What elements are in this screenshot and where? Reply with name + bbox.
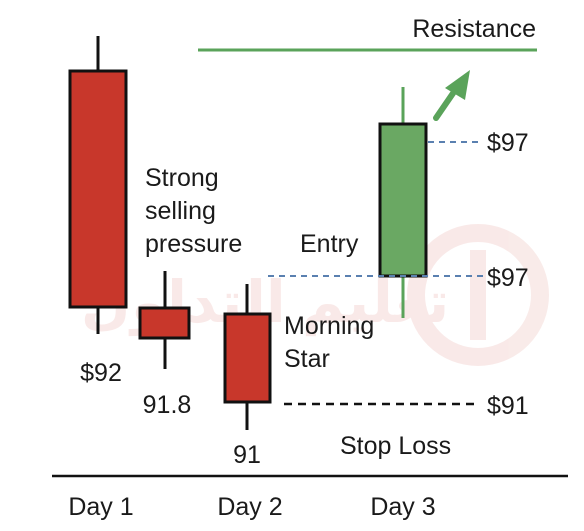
candle-day1-big-label: $92	[80, 359, 122, 387]
candle-body	[138, 306, 191, 340]
note-line: Strong	[145, 164, 219, 192]
candle-day2-label: 91	[233, 441, 261, 469]
candle-day1-big	[68, 36, 128, 334]
entry-label: Entry	[300, 230, 359, 258]
note-strong-selling-pressure: Strong selling pressure	[145, 164, 242, 258]
candle-body	[223, 312, 272, 404]
note-line: pressure	[145, 230, 242, 258]
resistance-label: Resistance	[412, 15, 536, 43]
candle-day1-small	[138, 271, 191, 369]
candle-day1-small-label: 91.8	[143, 391, 192, 419]
x-tick-day2: Day 2	[217, 493, 282, 521]
x-tick-day3: Day 3	[370, 493, 435, 521]
candle-body	[378, 122, 428, 278]
stop-loss-label: Stop Loss	[340, 432, 451, 460]
upward-arrow-icon	[433, 70, 470, 121]
stop-loss-price-label: $91	[487, 392, 529, 420]
note-morning-star: Morning Star	[284, 312, 374, 373]
note-line: Morning	[284, 312, 374, 340]
candle-day2	[223, 284, 272, 430]
note-line: Star	[284, 345, 330, 373]
candle-body	[68, 69, 128, 309]
x-tick-day1: Day 1	[68, 493, 133, 521]
day3-top-price-label: $97	[487, 129, 529, 157]
entry-price-label: $97	[487, 264, 529, 292]
watermark-logo-icon	[407, 224, 549, 366]
candle-day3	[378, 87, 428, 318]
note-line: selling	[145, 197, 216, 225]
